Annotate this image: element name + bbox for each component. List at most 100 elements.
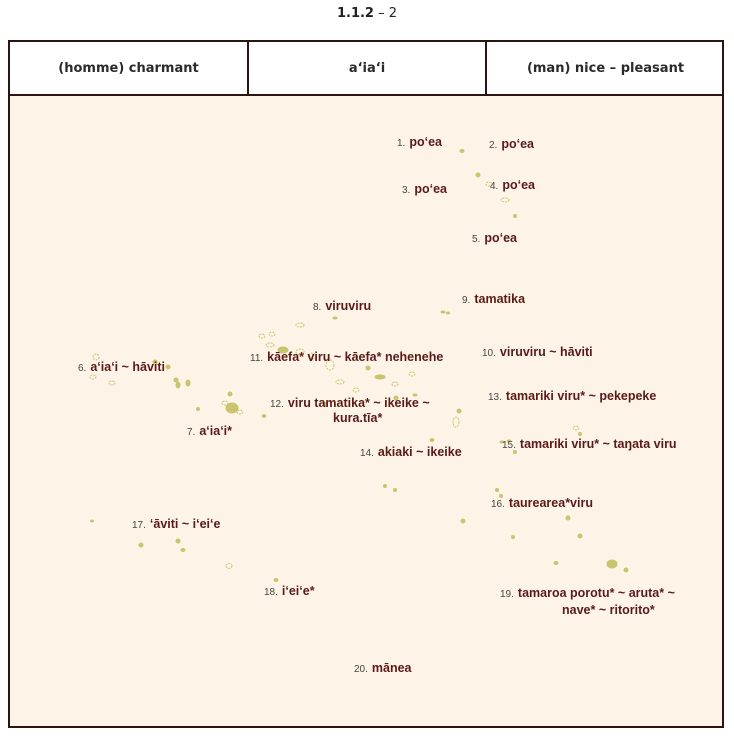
title-number: 1.1.2 xyxy=(336,6,374,21)
location-term: tamaroa porotu* ~ aruta* ~ xyxy=(517,586,675,600)
map-title: 1.1.2 – 2 xyxy=(0,6,734,21)
island xyxy=(258,333,266,339)
location-term: po‘ea xyxy=(501,137,534,151)
location-number: 13. xyxy=(488,392,502,403)
location-term: ‘āviti ~ i‘ei‘e xyxy=(149,517,221,531)
island xyxy=(456,408,462,414)
location-term: taurearea*viru xyxy=(508,496,593,510)
island xyxy=(332,316,338,320)
location-number: 12. xyxy=(270,399,284,410)
island xyxy=(383,484,387,488)
location-term: i‘ei‘e* xyxy=(281,584,315,598)
island xyxy=(227,391,233,397)
island xyxy=(513,214,517,218)
island xyxy=(295,348,305,356)
location-term: akiaki ~ ikeike xyxy=(377,445,462,459)
header-english: (man) nice – pleasant xyxy=(485,42,724,94)
location-term: po‘ea xyxy=(484,231,517,245)
location-term: a‘ia‘i ~ hāviti xyxy=(90,360,166,374)
location-number: 11. xyxy=(250,353,264,364)
island xyxy=(606,559,618,569)
location-number: 3. xyxy=(402,185,411,196)
island xyxy=(90,519,94,523)
location-label-9: 9. tamatika xyxy=(462,292,525,308)
location-number: 10. xyxy=(482,348,496,359)
location-label-10: 10. viruviru ~ hāviti xyxy=(482,345,593,361)
island xyxy=(196,407,200,411)
location-label-3: 3. po‘ea xyxy=(402,182,447,198)
map-frame: (homme) charmant a‘ia‘i (man) nice – ple… xyxy=(8,40,724,728)
island xyxy=(335,379,345,385)
location-number: 8. xyxy=(313,302,322,313)
location-label-20: 20. mānea xyxy=(354,661,412,677)
location-label-19: 19. tamaroa porotu* ~ aruta* ~ xyxy=(500,586,675,602)
island xyxy=(295,322,305,328)
location-term: tamariki viru* ~ taŋata viru xyxy=(519,437,677,451)
island xyxy=(325,359,335,371)
location-label-2: 2. po‘ea xyxy=(489,137,534,153)
island xyxy=(623,567,629,573)
island xyxy=(265,342,275,348)
island xyxy=(429,438,435,442)
island xyxy=(138,542,144,548)
island xyxy=(506,439,512,443)
location-label-6: 6. a‘ia‘i ~ hāviti xyxy=(78,360,165,376)
island xyxy=(495,488,499,492)
location-term: tamatika xyxy=(474,292,526,306)
island xyxy=(553,561,559,565)
island xyxy=(307,352,317,360)
header-french: (homme) charmant xyxy=(58,60,199,76)
island xyxy=(578,432,582,436)
location-term: tamariki viru* ~ pekepeke xyxy=(505,389,657,403)
location-label-7: 7. a‘ia‘i* xyxy=(187,424,232,440)
island xyxy=(391,381,399,387)
island xyxy=(577,533,583,539)
island xyxy=(572,425,580,431)
island xyxy=(185,379,191,387)
island xyxy=(499,440,505,444)
location-label-17: 17. ‘āviti ~ i‘ei‘e xyxy=(132,517,220,533)
island xyxy=(225,402,239,414)
island xyxy=(393,488,397,492)
location-label-13: 13. tamariki viru* ~ pekepeke xyxy=(488,389,656,405)
island xyxy=(511,535,515,539)
location-term: mānea xyxy=(371,661,412,675)
location-term: viruviru ~ hāviti xyxy=(499,345,593,359)
island xyxy=(408,371,416,377)
location-label-11: 11. kāefa* viru ~ kāefa* nehenehe xyxy=(250,350,443,366)
island xyxy=(460,518,466,524)
island xyxy=(352,387,360,393)
location-term: po‘ea xyxy=(409,135,442,149)
island xyxy=(225,563,233,569)
location-label-4: 4. po‘ea xyxy=(490,178,535,194)
location-label-5: 5. po‘ea xyxy=(472,231,517,247)
island xyxy=(459,149,465,153)
location-number: 7. xyxy=(187,427,196,438)
island xyxy=(262,414,266,418)
location-number: 18. xyxy=(264,587,278,598)
island xyxy=(89,374,97,380)
island xyxy=(440,310,446,314)
location-number: 5. xyxy=(472,234,481,245)
location-number: 15. xyxy=(502,440,516,451)
island xyxy=(452,416,460,428)
location-term-line2: kura.tīa* xyxy=(333,411,383,425)
island xyxy=(108,380,116,386)
island xyxy=(500,197,510,203)
island xyxy=(365,365,371,371)
header-tahitian: a‘ia‘i xyxy=(247,42,485,94)
title-suffix: – 2 xyxy=(373,6,398,21)
location-number: 20. xyxy=(354,664,368,675)
location-label-16: 16. taurearea*viru xyxy=(491,496,593,512)
island xyxy=(565,515,571,521)
island xyxy=(499,494,503,498)
island xyxy=(165,364,171,370)
island xyxy=(475,172,481,178)
location-term-line2: nave* ~ ritorito* xyxy=(562,603,655,617)
island xyxy=(92,353,100,361)
location-term: po‘ea xyxy=(502,178,535,192)
location-number: 2. xyxy=(489,140,498,151)
location-term: viru tamatika* ~ ikeike ~ xyxy=(287,396,430,410)
location-label-18: 18. i‘ei‘e* xyxy=(264,584,315,600)
